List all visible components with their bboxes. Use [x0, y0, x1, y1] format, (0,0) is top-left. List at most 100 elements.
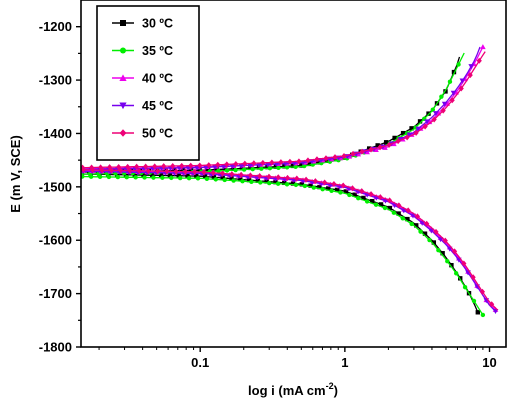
data-point	[188, 168, 194, 173]
data-point	[382, 144, 388, 150]
data-point	[276, 165, 281, 170]
data-point	[368, 191, 374, 198]
data-point	[152, 163, 158, 170]
data-point	[370, 198, 375, 204]
data-point	[141, 172, 146, 178]
data-point	[267, 180, 272, 186]
data-point	[133, 175, 138, 180]
data-point	[361, 195, 366, 201]
data-point	[442, 237, 448, 244]
data-point	[356, 195, 361, 201]
data-point	[418, 229, 423, 234]
x-axis-title-sup: -2	[326, 381, 334, 391]
data-point	[194, 173, 199, 179]
legend-marker	[119, 102, 127, 110]
data-point	[202, 174, 208, 179]
plot-frame	[80, 0, 507, 348]
data-point	[341, 152, 347, 159]
data-point	[375, 143, 380, 148]
data-point	[62, 171, 66, 175]
data-point	[453, 271, 459, 276]
data-point	[205, 167, 211, 173]
legend-item: 40 ºC	[112, 72, 173, 86]
data-point	[273, 179, 278, 185]
data-point	[489, 301, 495, 308]
data-point	[219, 170, 226, 177]
y-tick-label: -1800	[39, 340, 72, 355]
data-point	[201, 169, 207, 176]
data-point	[151, 175, 156, 180]
data-point	[222, 166, 228, 172]
data-point	[176, 173, 181, 178]
data-point	[366, 146, 372, 151]
data-point	[278, 159, 284, 166]
data-point	[395, 138, 401, 145]
data-point	[377, 194, 383, 201]
data-point	[211, 175, 217, 180]
data-point	[387, 205, 393, 211]
data-point	[161, 163, 167, 170]
data-point	[302, 183, 308, 189]
data-point	[282, 164, 287, 169]
data-point	[428, 228, 435, 234]
data-point	[185, 173, 190, 179]
data-point	[440, 251, 445, 256]
data-point	[197, 162, 203, 169]
data-point	[177, 175, 183, 181]
legend: 30 ºC 35 ºC 40 ºC 45 ºC 50 ºC	[96, 5, 200, 161]
data-point	[293, 164, 298, 170]
data-point	[256, 162, 262, 168]
data-point	[229, 176, 234, 181]
data-point	[299, 163, 304, 168]
y-tick-label: -1300	[39, 73, 72, 88]
y-tick-label: -1200	[39, 19, 72, 34]
data-point	[53, 167, 59, 172]
data-point	[417, 119, 423, 124]
data-point	[404, 134, 410, 141]
data-point	[322, 179, 328, 186]
data-point	[382, 205, 388, 211]
data-point	[287, 158, 293, 165]
data-point	[307, 161, 313, 167]
data-point	[224, 161, 230, 168]
data-point	[396, 202, 402, 209]
data-point	[70, 167, 76, 172]
data-point	[233, 160, 239, 167]
data-point	[284, 182, 290, 187]
data-point	[127, 167, 133, 174]
data-point	[229, 171, 235, 178]
data-point	[468, 64, 474, 70]
data-point	[422, 123, 428, 130]
data-point	[462, 284, 468, 290]
data-point	[266, 173, 272, 180]
data-point	[145, 167, 151, 174]
data-point	[142, 175, 147, 180]
data-point	[248, 165, 253, 171]
data-point	[206, 162, 212, 169]
data-point	[290, 163, 296, 169]
legend-marker	[119, 129, 127, 137]
y-tick-label: -1600	[39, 233, 72, 248]
data-point	[303, 176, 309, 183]
data-point	[211, 164, 218, 170]
data-point	[62, 168, 68, 173]
data-point	[451, 69, 457, 75]
data-point	[164, 168, 170, 175]
data-point	[391, 210, 397, 215]
data-point	[471, 298, 477, 304]
data-point	[53, 171, 57, 175]
x-axis-title-close: )	[334, 383, 338, 398]
data-point	[414, 223, 419, 228]
data-point	[299, 182, 305, 187]
data-point	[359, 188, 365, 195]
data-point	[216, 168, 221, 174]
data-point	[447, 79, 453, 84]
data-point	[311, 185, 316, 190]
data-point	[475, 310, 481, 315]
data-point	[424, 119, 430, 125]
data-point	[224, 168, 230, 173]
data-point	[458, 85, 464, 92]
data-point	[231, 178, 236, 183]
data-point	[445, 259, 450, 264]
data-point	[62, 165, 67, 171]
